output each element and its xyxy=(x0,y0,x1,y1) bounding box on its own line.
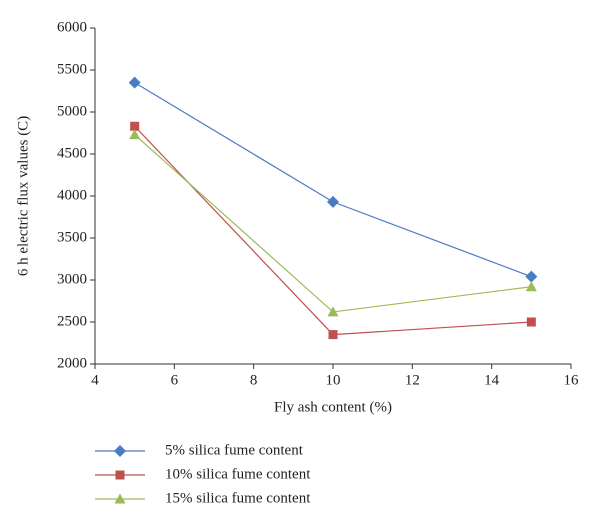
marker xyxy=(114,445,126,457)
x-tick-label: 16 xyxy=(564,372,580,388)
marker xyxy=(128,76,141,89)
series-line xyxy=(134,125,532,336)
y-tick-label: 6000 xyxy=(57,19,87,35)
legend-label: 10% silica fume content xyxy=(165,466,311,482)
y-tick-label: 5000 xyxy=(57,103,87,119)
marker xyxy=(328,330,338,340)
y-tick-label: 4500 xyxy=(57,145,87,161)
x-tick-label: 4 xyxy=(91,372,99,388)
marker xyxy=(327,195,339,208)
series-line xyxy=(134,134,532,313)
y-tick-label: 2500 xyxy=(57,313,87,329)
y-tick-label: 4000 xyxy=(57,187,87,203)
marker xyxy=(526,317,536,327)
legend-label: 5% silica fume content xyxy=(165,442,304,458)
marker xyxy=(130,121,140,131)
y-tick-label: 2000 xyxy=(57,355,87,371)
marker xyxy=(327,306,339,317)
x-axis-title: Fly ash content (%) xyxy=(274,399,392,415)
series-line xyxy=(134,82,532,278)
marker xyxy=(114,493,126,504)
marker xyxy=(525,281,537,292)
marker xyxy=(115,470,125,480)
marker xyxy=(129,129,141,140)
y-tick-label: 3000 xyxy=(57,271,87,287)
y-axis-title: 6 h electric flux values (C) xyxy=(15,116,31,276)
y-tick-label: 5500 xyxy=(57,61,87,77)
x-tick-label: 14 xyxy=(484,372,500,388)
x-tick-label: 10 xyxy=(326,372,341,388)
x-tick-label: 12 xyxy=(405,372,420,388)
y-tick-label: 3500 xyxy=(57,229,87,245)
x-tick-label: 8 xyxy=(250,372,258,388)
legend-label: 15% silica fume content xyxy=(165,490,311,506)
marker xyxy=(525,270,538,283)
x-tick-label: 6 xyxy=(171,372,179,388)
